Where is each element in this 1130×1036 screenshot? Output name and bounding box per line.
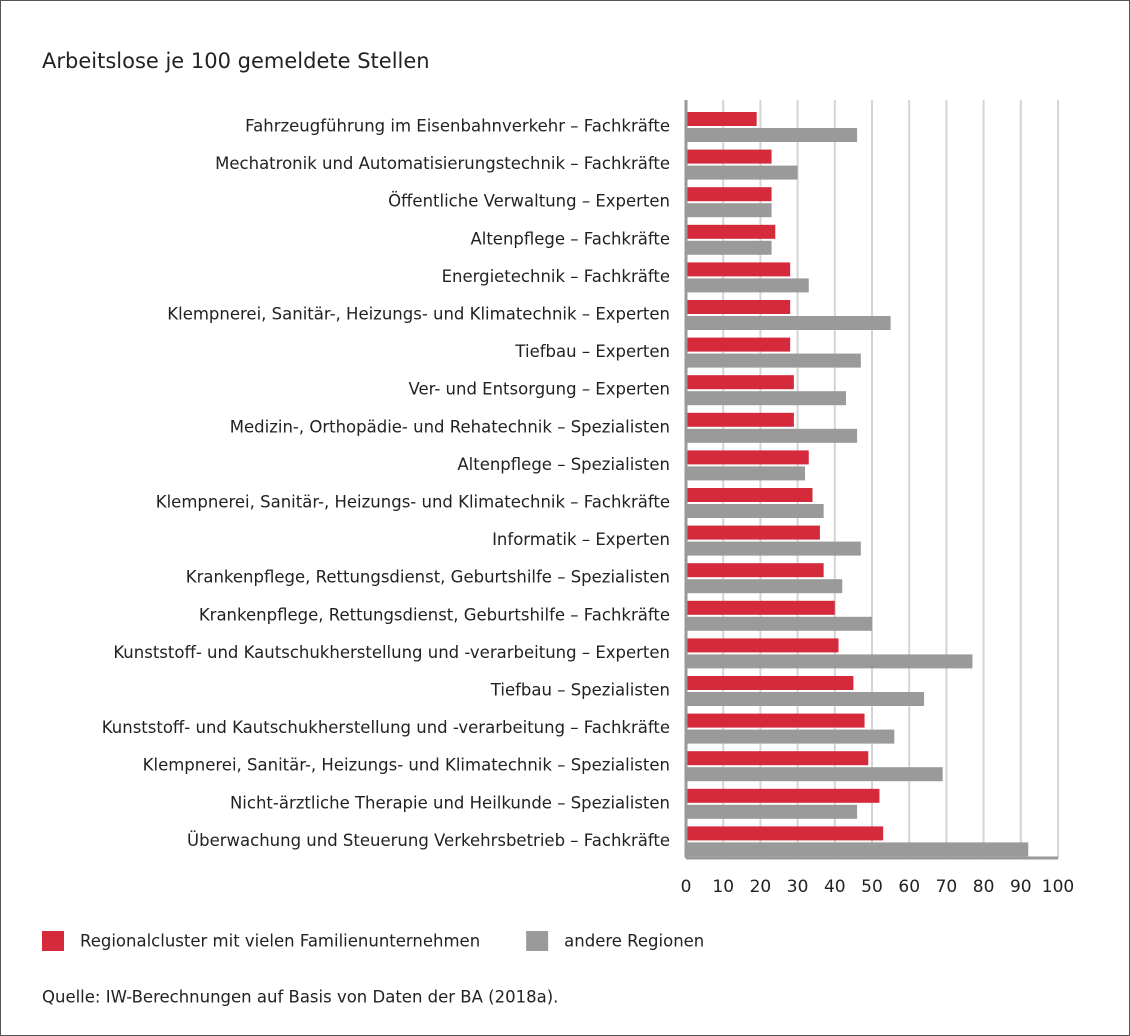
bar xyxy=(686,804,858,819)
bar xyxy=(686,488,813,502)
y-tick-label: Fahrzeugführung im Eisenbahnverkehr – Fa… xyxy=(245,117,670,136)
bar xyxy=(686,579,843,594)
y-tick-label: Klempnerei, Sanitär-, Heizungs- und Klim… xyxy=(156,493,670,512)
bar xyxy=(686,165,798,180)
bar xyxy=(686,391,846,406)
bar xyxy=(686,375,794,390)
bar xyxy=(686,692,925,706)
bar xyxy=(686,654,973,669)
x-tick-label: 90 xyxy=(1010,877,1032,897)
bar xyxy=(686,563,824,578)
y-tick-label: Krankenpflege, Rettungsdienst, Geburtshi… xyxy=(199,605,670,624)
bar xyxy=(686,149,772,164)
bar xyxy=(686,525,820,540)
bar xyxy=(686,676,854,690)
y-tick-label: Altenpflege – Fachkräfte xyxy=(470,229,670,248)
legend-label: andere Regionen xyxy=(564,932,704,951)
bar xyxy=(686,713,865,728)
bar xyxy=(686,638,839,653)
y-tick-label: Krankenpflege, Rettungsdienst, Geburtshi… xyxy=(186,568,670,587)
bar xyxy=(686,788,880,803)
bar xyxy=(686,600,835,615)
x-tick-label: 20 xyxy=(750,877,772,897)
bar xyxy=(686,412,794,427)
bar xyxy=(686,504,824,518)
bar xyxy=(686,616,872,631)
y-tick-label: Energietechnik – Fachkräfte xyxy=(442,267,670,286)
bar xyxy=(686,729,895,744)
bar xyxy=(686,450,809,465)
x-tick-label: 70 xyxy=(936,877,958,897)
bar xyxy=(686,751,869,766)
legend-label: Regionalcluster mit vielen Familienunter… xyxy=(80,932,480,951)
bar xyxy=(686,187,772,202)
legend-swatch xyxy=(42,931,64,951)
y-tick-label: Ver- und Entsorgung – Experten xyxy=(408,380,670,399)
bar xyxy=(686,300,791,314)
y-tick-label: Kunststoff- und Kautschukherstellung und… xyxy=(102,718,670,737)
y-tick-label: Überwachung und Steuerung Verkehrsbetrie… xyxy=(187,831,670,850)
bar xyxy=(686,112,757,126)
y-tick-label: Nicht-ärztliche Therapie und Heilkunde –… xyxy=(230,793,670,812)
y-tick-label: Öffentliche Verwaltung – Experten xyxy=(388,192,670,211)
x-tick-label: 80 xyxy=(973,877,995,897)
legend-swatch xyxy=(526,931,549,951)
bar xyxy=(686,767,943,782)
chart-title: Arbeitslose je 100 gemeldete Stellen xyxy=(42,49,430,73)
source: Quelle: IW-Berechnungen auf Basis von Da… xyxy=(42,988,558,1007)
bar xyxy=(686,203,772,218)
bar xyxy=(686,128,858,142)
x-tick-label: 0 xyxy=(681,877,692,897)
bar xyxy=(686,278,809,293)
y-tick-label: Kunststoff- und Kautschukherstellung und… xyxy=(113,643,670,662)
bar xyxy=(686,240,772,255)
bar xyxy=(686,337,791,352)
x-tick-label: 60 xyxy=(898,877,920,897)
bar xyxy=(686,428,858,443)
y-tick-label: Medizin-, Orthopädie- und Rehatechnik – … xyxy=(230,417,670,436)
bar xyxy=(686,353,861,368)
x-tick-label: 100 xyxy=(1042,877,1074,897)
bar xyxy=(686,541,861,556)
y-tick-label: Klempnerei, Sanitär-, Heizungs- und Klim… xyxy=(167,305,670,324)
bar xyxy=(686,826,884,841)
bar xyxy=(686,466,806,481)
y-tick-label: Tiefbau – Spezialisten xyxy=(490,681,670,700)
bar xyxy=(686,262,791,277)
y-tick-label: Mechatronik und Automatisierungstechnik … xyxy=(215,154,670,173)
bar xyxy=(686,224,776,239)
x-tick-label: 10 xyxy=(712,877,734,897)
x-tick-label: 40 xyxy=(824,877,846,897)
y-tick-label: Klempnerei, Sanitär-, Heizungs- und Klim… xyxy=(143,756,670,775)
x-tick-label: 30 xyxy=(787,877,809,897)
bar xyxy=(686,316,891,330)
y-tick-label: Informatik – Experten xyxy=(492,530,670,549)
bar xyxy=(686,842,1029,857)
x-tick-label: 50 xyxy=(861,877,883,897)
y-tick-label: Tiefbau – Experten xyxy=(514,342,670,361)
y-tick-label: Altenpflege – Spezialisten xyxy=(457,455,670,474)
